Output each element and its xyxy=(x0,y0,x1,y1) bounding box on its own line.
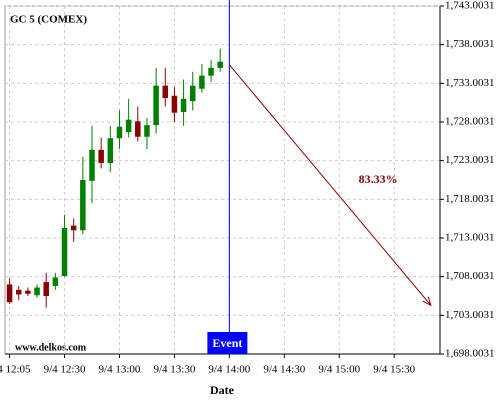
y-tick-label: 1,708.0031 xyxy=(445,270,495,282)
y-tick-label: 1,698.0031 xyxy=(445,348,495,360)
candle-body xyxy=(107,138,114,164)
x-axis-label: Date xyxy=(210,383,235,397)
y-tick-label: 1,713.0031 xyxy=(445,232,495,244)
candle-body xyxy=(171,95,178,113)
x-tick-label: 9/4 15:00 xyxy=(318,364,360,376)
y-tick-label: 1,723.0031 xyxy=(445,154,495,166)
candle-body xyxy=(116,126,123,139)
x-tick-label: 9/4 12:30 xyxy=(44,364,86,376)
chart-title: GC 5 (COMEX) xyxy=(10,14,87,26)
event-label: Event xyxy=(212,336,242,350)
watermark: www.delkos.com xyxy=(15,342,87,353)
projection-label: 83.33% xyxy=(359,172,398,186)
y-tick-label: 1,738.0031 xyxy=(445,38,495,50)
candle-body xyxy=(52,277,59,286)
x-tick-label: 9/4 14:30 xyxy=(263,364,305,376)
candle-body xyxy=(162,85,169,99)
candle-body xyxy=(34,287,40,296)
projection-arrow xyxy=(228,64,432,306)
candle-body xyxy=(89,149,95,181)
candle-body xyxy=(144,125,150,137)
x-tick-label: 9/4 12:05 xyxy=(0,364,31,376)
y-tick-label: 1,733.0031 xyxy=(445,77,495,89)
y-tick-label: 1,743.0031 xyxy=(445,0,495,12)
candle-body xyxy=(6,284,13,303)
x-tick-label: 9/4 13:30 xyxy=(153,364,195,376)
x-tick-label: 9/4 13:00 xyxy=(99,364,141,376)
candle-body xyxy=(15,289,22,295)
candle-body xyxy=(80,180,86,231)
candle-body xyxy=(61,227,68,276)
event-box xyxy=(207,332,248,354)
candle-body xyxy=(43,282,49,297)
y-tick-label: 1,728.0031 xyxy=(445,116,495,128)
candle-body xyxy=(135,121,141,137)
candle-body xyxy=(153,85,159,126)
candle-body xyxy=(217,61,223,68)
candle-body xyxy=(98,149,104,164)
y-tick-label: 1,703.0031 xyxy=(445,309,495,321)
x-tick-label: 9/4 14:00 xyxy=(208,364,250,376)
arrow-head xyxy=(422,296,432,307)
candle-body xyxy=(70,225,77,231)
y-tick-label: 1,718.0031 xyxy=(445,193,495,205)
candle-body xyxy=(125,119,132,133)
candle-body xyxy=(189,85,196,102)
candle-body xyxy=(180,98,187,112)
candle-body xyxy=(199,75,205,89)
x-tick-label: 9/4 15:30 xyxy=(373,364,415,376)
candle-body xyxy=(208,67,214,76)
candle-body xyxy=(25,290,31,294)
